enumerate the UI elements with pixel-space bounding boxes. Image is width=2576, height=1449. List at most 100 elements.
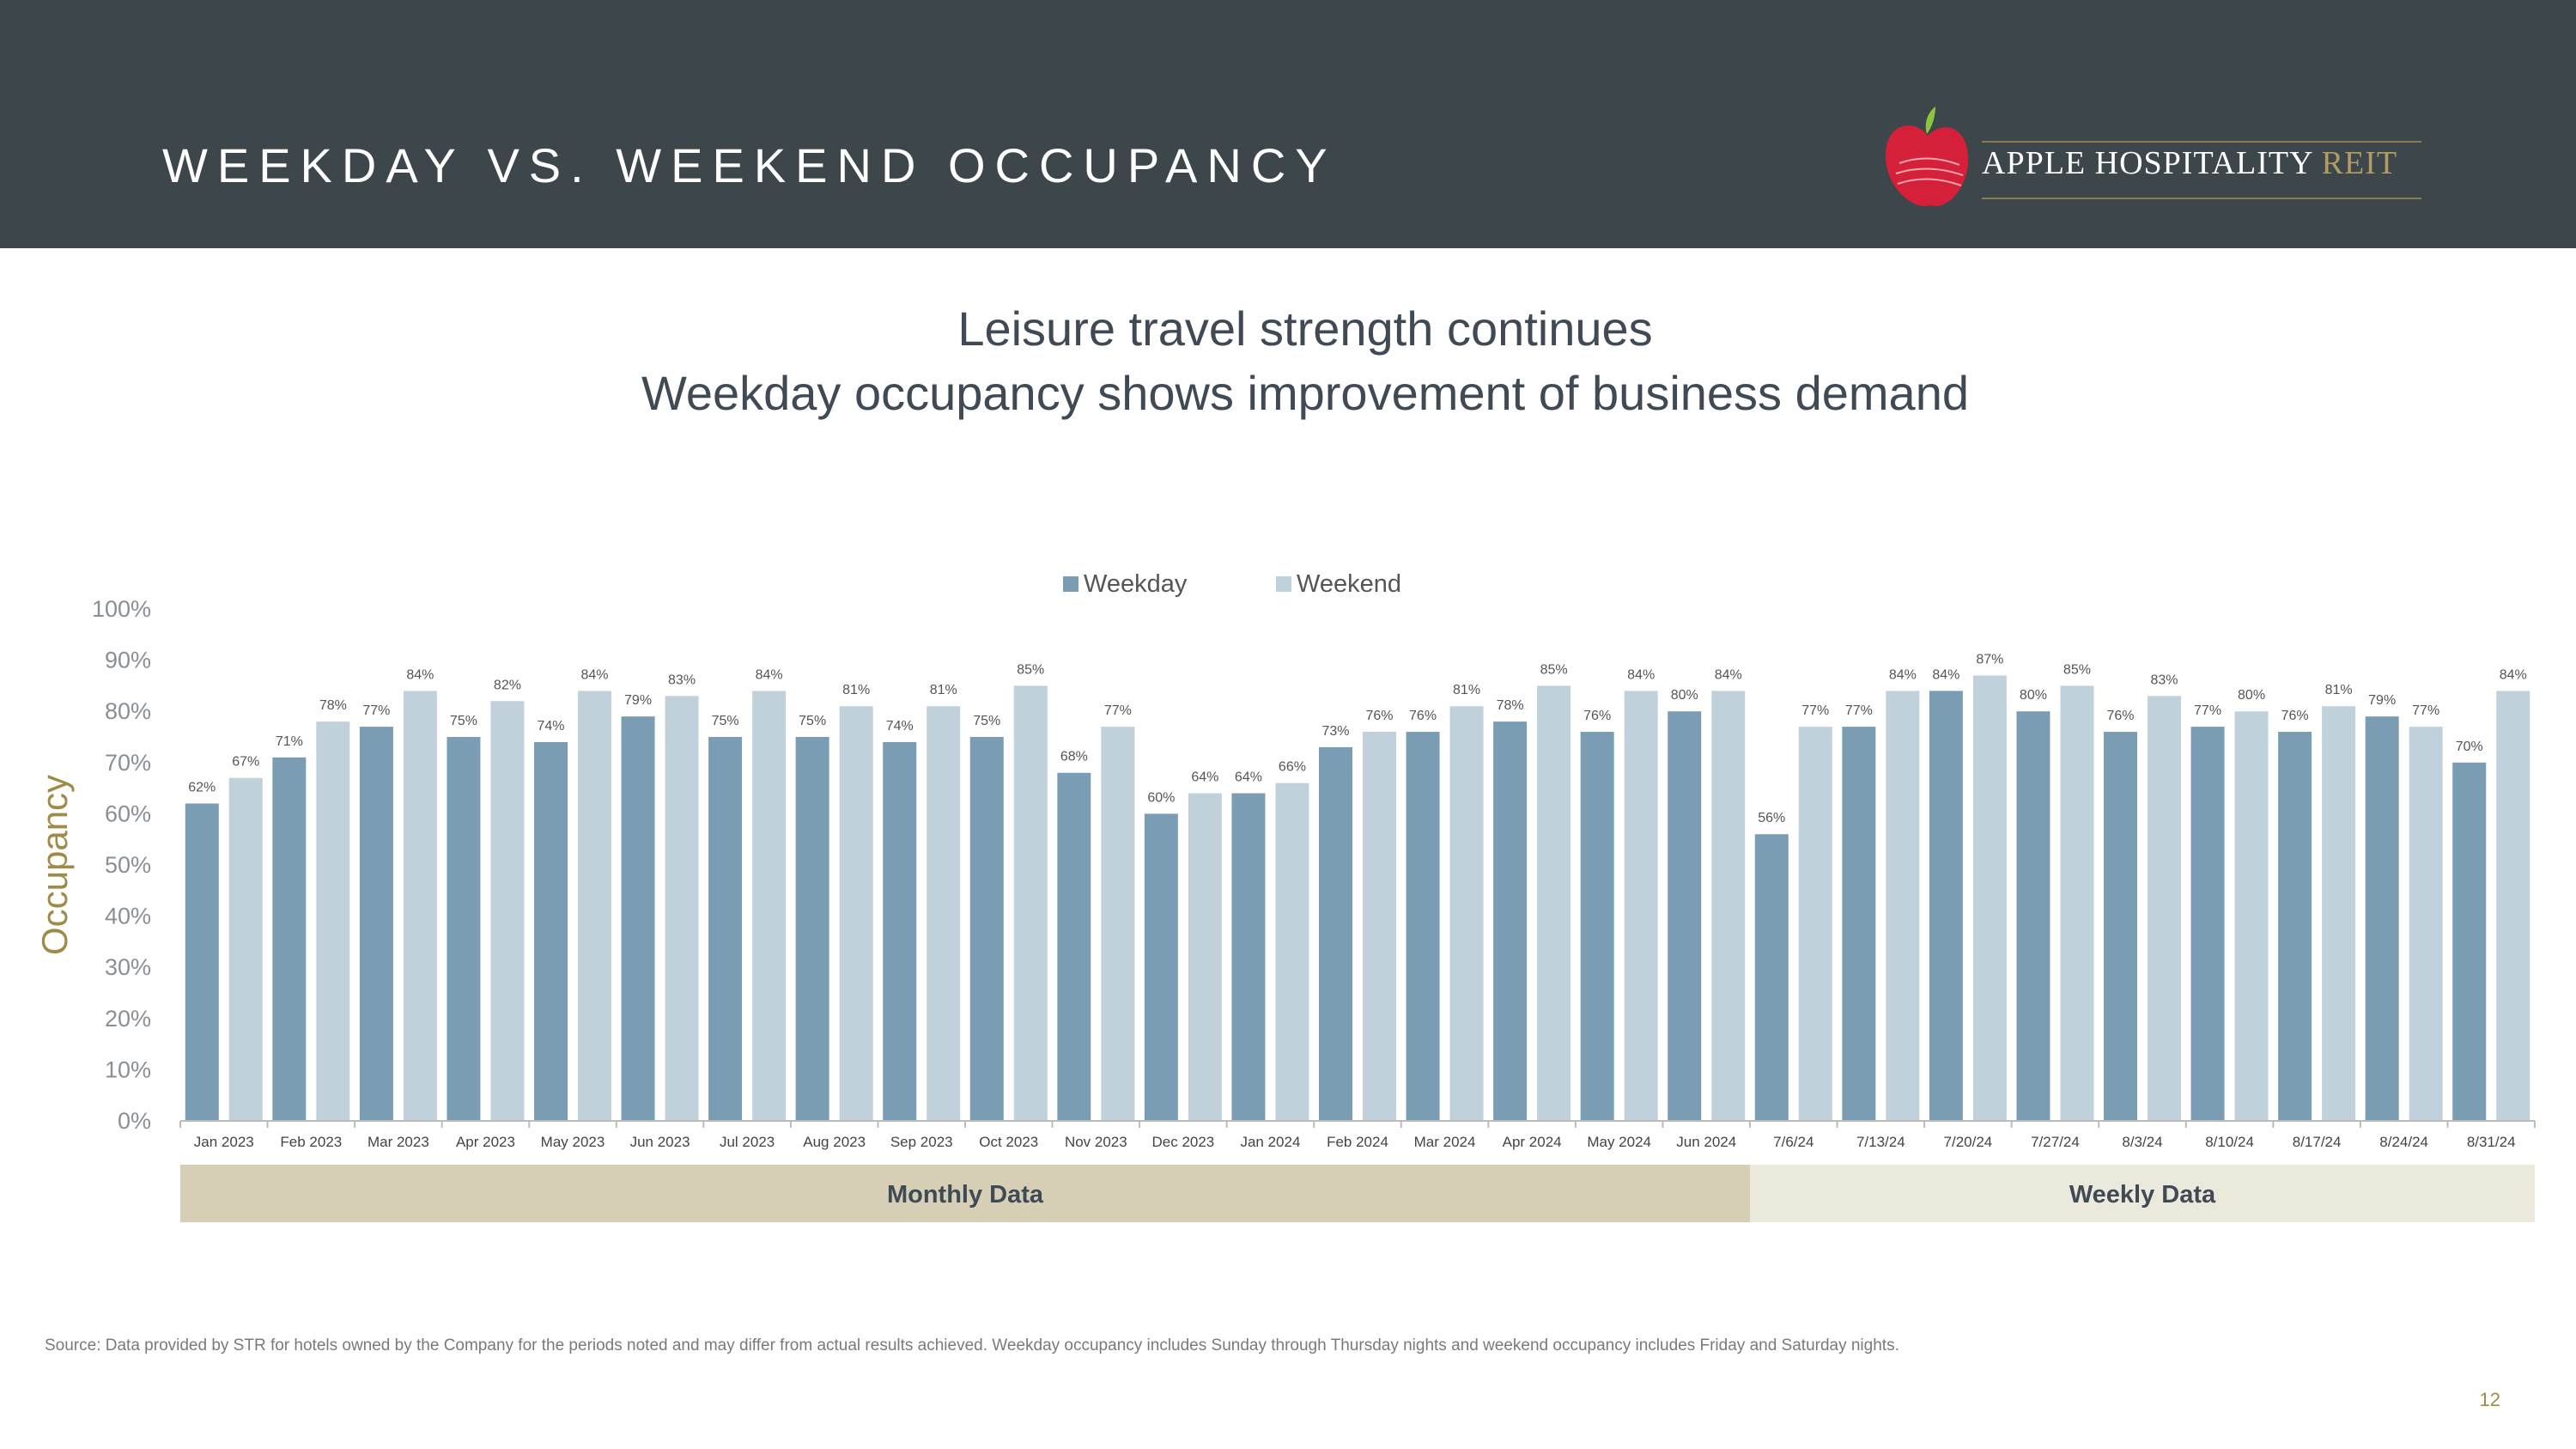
data-label: 76% <box>2106 709 2134 723</box>
data-label: 67% <box>232 755 259 770</box>
y-tick-label: 30% <box>105 954 151 980</box>
x-tick-label: Jun 2023 <box>630 1134 690 1150</box>
data-label: 84% <box>580 667 608 682</box>
data-label: 87% <box>1976 652 2003 667</box>
bar-weekend <box>839 706 873 1121</box>
x-tick-label: 7/6/24 <box>1773 1134 1814 1150</box>
source-note: Source: Data provided by STR for hotels … <box>45 1336 1899 1355</box>
data-label: 70% <box>2456 740 2483 754</box>
data-label: 73% <box>1321 724 1349 739</box>
y-tick-label: 70% <box>105 750 151 776</box>
legend-swatch-weekend <box>1276 576 1291 592</box>
data-label: 84% <box>1889 667 1917 682</box>
x-tick-label: Jan 2024 <box>1240 1134 1300 1150</box>
bar-weekend <box>1711 691 1746 1121</box>
data-label: 82% <box>494 678 521 692</box>
bar-weekday <box>2365 716 2399 1121</box>
data-label: 76% <box>1583 709 1611 723</box>
bar-weekend <box>1275 782 1309 1121</box>
bar-weekend <box>1624 691 1658 1121</box>
bar-weekday <box>1144 813 1178 1121</box>
x-tick-label: Feb 2024 <box>1327 1134 1388 1150</box>
data-label: 84% <box>2500 667 2527 682</box>
bar-weekday <box>2104 732 2137 1121</box>
x-tick-label: 7/13/24 <box>1856 1134 1905 1150</box>
data-label: 75% <box>799 714 826 728</box>
logo-rule-top <box>1982 141 2421 143</box>
bar-weekend <box>2496 691 2530 1121</box>
page-number: 12 <box>2479 1389 2500 1410</box>
bar-weekend <box>1449 706 1484 1121</box>
x-tick-label: Dec 2023 <box>1151 1134 1214 1150</box>
apple-logo-icon <box>1885 107 1969 207</box>
bar-weekend <box>2234 711 2269 1121</box>
data-label: 85% <box>2063 662 2091 677</box>
x-tick-label: Jun 2024 <box>1676 1134 1736 1150</box>
bar-weekend <box>1101 727 1135 1121</box>
data-label: 81% <box>2325 683 2353 697</box>
data-label: 66% <box>1279 760 1306 775</box>
data-label: 75% <box>450 714 477 728</box>
bar-weekday <box>1842 727 1876 1121</box>
logo-rule-bottom <box>1982 198 2421 199</box>
data-label: 77% <box>2412 703 2439 718</box>
bar-weekend <box>1798 727 1832 1121</box>
group-band-label: Monthly Data <box>887 1181 1044 1209</box>
bar-weekday <box>1406 732 1440 1121</box>
bar-weekday <box>1580 732 1614 1121</box>
bar-weekend <box>2148 696 2181 1121</box>
bar-weekday <box>2278 732 2312 1121</box>
group-band-1 <box>1750 1165 2535 1222</box>
bar-weekend <box>1886 691 1920 1121</box>
bar-weekday <box>185 803 219 1121</box>
data-label: 68% <box>1060 750 1088 764</box>
bar-weekend <box>1188 793 1222 1121</box>
data-label: 85% <box>1017 662 1044 677</box>
data-label: 75% <box>712 714 739 728</box>
bar-weekend <box>1363 732 1396 1121</box>
x-tick-label: Nov 2023 <box>1065 1134 1127 1150</box>
y-tick-label: 40% <box>105 904 151 929</box>
bar-weekend <box>578 691 611 1121</box>
bar-weekday <box>795 737 829 1121</box>
x-tick-label: 8/3/24 <box>2122 1134 2162 1150</box>
x-tick-label: 8/17/24 <box>2293 1134 2342 1150</box>
y-tick-label: 100% <box>92 596 151 622</box>
data-label: 77% <box>362 703 390 718</box>
bar-weekend <box>1013 685 1048 1121</box>
data-label: 79% <box>2368 693 2396 708</box>
x-tick-label: 8/31/24 <box>2467 1134 2516 1150</box>
bar-weekend <box>490 701 525 1121</box>
data-label: 77% <box>2194 703 2221 718</box>
logo-wordmark: APPLE HOSPITALITY <box>1982 145 2313 181</box>
x-tick-label: May 2024 <box>1587 1134 1651 1150</box>
company-logo: APPLE HOSPITALITY REIT <box>1880 103 2430 215</box>
x-tick-label: Jan 2023 <box>194 1134 254 1150</box>
data-label: 76% <box>2281 709 2309 723</box>
data-label: 76% <box>1365 709 1393 723</box>
bar-weekday <box>2190 727 2225 1121</box>
data-label: 84% <box>1627 667 1655 682</box>
bar-weekday <box>1319 746 1352 1121</box>
y-tick-label: 60% <box>105 801 151 826</box>
data-label: 78% <box>1497 698 1524 713</box>
legend-label-weekend: Weekend <box>1297 570 1401 598</box>
bar-weekend <box>316 721 350 1121</box>
bar-weekend <box>927 706 961 1121</box>
bar-weekend <box>2409 727 2443 1121</box>
bar-weekday <box>1057 772 1091 1121</box>
bar-weekday <box>2016 711 2050 1121</box>
bar-weekend <box>403 691 437 1121</box>
data-label: 84% <box>1715 667 1742 682</box>
data-label: 60% <box>1147 790 1175 805</box>
y-tick-label: 50% <box>105 852 151 878</box>
y-tick-label: 90% <box>105 648 151 673</box>
x-tick-label: 7/20/24 <box>1944 1134 1993 1150</box>
y-tick-label: 10% <box>105 1056 151 1082</box>
x-tick-label: Mar 2024 <box>1414 1134 1476 1150</box>
data-label: 81% <box>930 683 957 697</box>
data-label: 78% <box>319 698 347 713</box>
x-tick-label: Feb 2023 <box>280 1134 342 1150</box>
data-label: 80% <box>1671 688 1698 703</box>
x-tick-label: 7/27/24 <box>2031 1134 2080 1150</box>
